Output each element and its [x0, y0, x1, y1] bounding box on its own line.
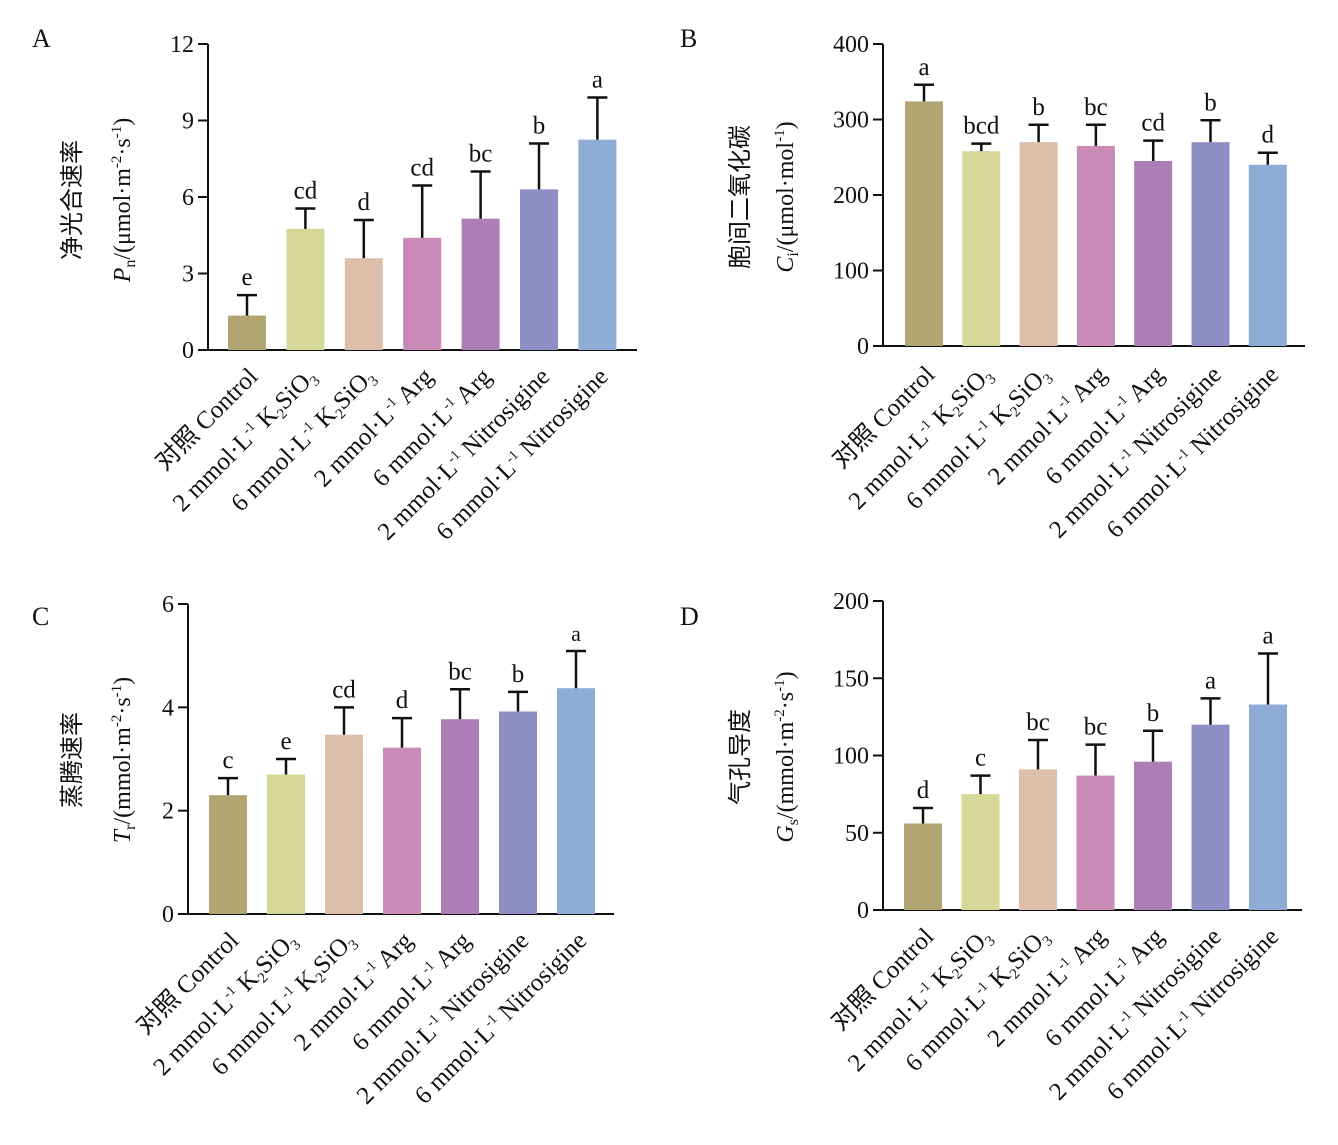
y-tick-label: 6	[162, 592, 174, 618]
significance-label: e	[280, 728, 291, 755]
significance-label: c	[222, 747, 233, 774]
significance-label: cd	[410, 155, 434, 182]
significance-label: a	[1205, 667, 1216, 694]
y-tick-label: 200	[833, 183, 869, 209]
bar-5	[441, 719, 479, 914]
bar-6	[1191, 724, 1230, 910]
significance-label: bc	[1084, 714, 1108, 741]
y-tick-label: 300	[833, 108, 869, 134]
significance-label: e	[241, 264, 252, 291]
bar-1	[228, 315, 266, 350]
bar-4	[1076, 775, 1115, 910]
significance-label: a	[918, 54, 929, 81]
significance-label: b	[1147, 700, 1160, 727]
significance-label: a	[592, 67, 603, 94]
bar-7	[578, 139, 617, 350]
significance-label: d	[396, 687, 409, 714]
bar-2	[962, 151, 1001, 346]
significance-label: bc	[1026, 709, 1050, 736]
y-axis-label-cn: 净光合速率	[59, 140, 86, 260]
bar-7	[1249, 704, 1287, 910]
bar-6	[499, 711, 537, 914]
significance-label: cd	[332, 676, 356, 703]
bar-2	[286, 228, 325, 350]
y-axis-label-cn: 气孔导度	[727, 709, 754, 805]
y-axis-label-cn: 胞间二氧化碳	[727, 125, 754, 269]
significance-label: bc	[469, 141, 493, 168]
bar-3	[325, 734, 363, 914]
panel-letter: B	[680, 24, 697, 53]
y-tick-label: 0	[182, 338, 194, 364]
bar-4	[403, 237, 442, 350]
bar-2	[267, 774, 305, 914]
y-tick-label: 12	[170, 32, 194, 58]
bar-1	[905, 101, 943, 346]
bar-1	[904, 823, 942, 910]
bar-5	[461, 218, 500, 350]
panel-letter: A	[32, 24, 51, 53]
y-axis-label-unit: Ci/(μmol·mol-1)	[772, 121, 802, 272]
y-tick-label: 100	[833, 744, 869, 770]
significance-label: d	[1262, 122, 1275, 149]
y-tick-label: 6	[182, 185, 194, 211]
y-tick-label: 400	[833, 32, 869, 58]
significance-label: bc	[1084, 94, 1108, 121]
significance-label: cd	[294, 177, 318, 204]
y-tick-label: 0	[857, 334, 869, 360]
y-tick-label: 200	[833, 589, 869, 615]
significance-label: d	[358, 189, 371, 216]
y-tick-label: 2	[162, 799, 174, 825]
significance-label: c	[975, 745, 986, 772]
y-axis-label-unit: Gs/(mmol·m-2·s-1)	[772, 671, 802, 842]
y-axis-label-unit: Pn/(μmol·m-2·s-1)	[109, 118, 139, 284]
bar-5	[1134, 161, 1173, 346]
significance-label: d	[917, 777, 930, 804]
significance-label: a	[571, 621, 581, 646]
y-tick-label: 9	[182, 109, 194, 135]
y-axis-label-unit: Tr/(mmol·m-2·s-1)	[109, 677, 139, 843]
significance-label: bc	[448, 658, 472, 685]
significance-label: bcd	[963, 113, 1000, 140]
bar-7	[557, 688, 595, 914]
significance-label: b	[1204, 89, 1217, 116]
bar-1	[209, 795, 247, 914]
significance-label: cd	[1141, 110, 1165, 137]
y-tick-label: 50	[845, 821, 869, 847]
bar-6	[520, 189, 558, 350]
bar-5	[1134, 761, 1172, 910]
y-tick-label: 150	[833, 666, 869, 692]
bar-7	[1248, 164, 1287, 346]
y-tick-label: 0	[857, 898, 869, 924]
bar-2	[961, 794, 1000, 910]
panel-letter: D	[680, 602, 699, 631]
y-tick-label: 4	[162, 695, 174, 721]
y-tick-label: 100	[833, 259, 869, 285]
bar-4	[383, 747, 421, 914]
y-axis-label-cn: 蒸腾速率	[59, 712, 86, 808]
y-tick-label: 3	[182, 262, 194, 288]
significance-label: b	[512, 661, 525, 688]
bar-3	[344, 258, 383, 350]
significance-label: b	[533, 112, 546, 139]
y-tick-label: 0	[162, 902, 174, 928]
significance-label: a	[1262, 623, 1273, 650]
significance-label: b	[1032, 94, 1045, 121]
panel-letter: C	[32, 602, 49, 631]
bar-4	[1076, 145, 1115, 346]
bar-3	[1019, 142, 1058, 346]
bar-6	[1191, 142, 1230, 346]
bar-3	[1019, 769, 1057, 910]
